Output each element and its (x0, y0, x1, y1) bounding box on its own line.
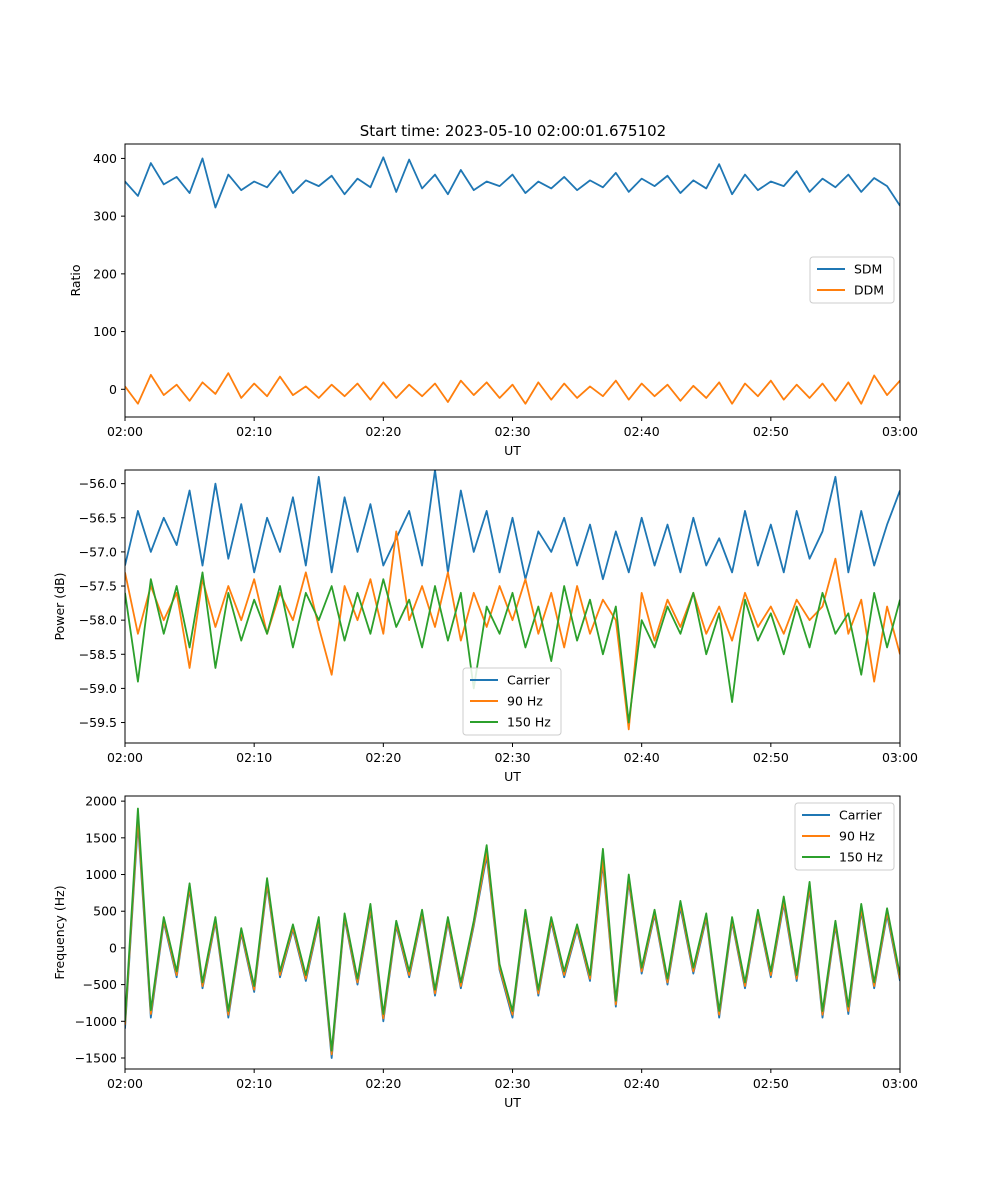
y-tick-label: 100 (93, 324, 117, 339)
x-axis-label: UT (504, 1095, 521, 1110)
y-tick-label: 0 (109, 940, 117, 955)
legend-label: 90 Hz (507, 694, 543, 709)
x-tick-label: 02:40 (624, 1076, 660, 1091)
y-tick-label: −56.5 (79, 510, 117, 525)
x-tick-label: 02:20 (365, 424, 401, 439)
series-line-ddm (125, 372, 900, 405)
y-tick-label: −57.0 (79, 544, 117, 559)
x-tick-label: 02:30 (494, 1076, 530, 1091)
y-tick-label: −58.5 (79, 647, 117, 662)
y-tick-label: −59.0 (79, 681, 117, 696)
x-tick-label: 02:10 (236, 750, 272, 765)
panel-1: 02:00 02:10 02:20 02:30 02:40 02:50 03:00 0 100 2… (68, 143, 918, 458)
y-tick-label: −57.5 (79, 579, 117, 594)
legend-label: DDM (854, 283, 884, 298)
series-line-150-hz (125, 807, 900, 1052)
legend: Carrier 90 Hz 150 Hz (794, 802, 895, 871)
x-tick-label: 02:20 (365, 1076, 401, 1091)
x-tick-label: 03:00 (882, 424, 918, 439)
x-tick-label: 03:00 (882, 1076, 918, 1091)
y-tick-label: 500 (93, 904, 117, 919)
y-tick-label: 300 (93, 209, 117, 224)
x-tick-label: 02:50 (753, 424, 789, 439)
panel-3: 02:00 02:10 02:20 02:30 02:40 02:50 03:00 −1500… (52, 794, 918, 1110)
legend-label: 90 Hz (839, 829, 875, 844)
y-tick-label: 0 (109, 382, 117, 397)
series-line-150-hz (125, 571, 900, 724)
legend-box (794, 802, 895, 871)
x-tick-label: 02:40 (624, 424, 660, 439)
x-axis-label: UT (504, 769, 521, 784)
series-line-90-hz (125, 816, 900, 1056)
y-tick-label: 1000 (85, 867, 117, 882)
series-line-90-hz (125, 530, 900, 731)
x-tick-label: 02:00 (107, 1076, 143, 1091)
x-tick-label: 02:00 (107, 424, 143, 439)
legend-box (462, 667, 562, 736)
y-tick-label: −59.5 (79, 715, 117, 730)
x-tick-label: 02:50 (753, 750, 789, 765)
series-line-carrier (125, 470, 900, 581)
x-tick-label: 02:20 (365, 750, 401, 765)
x-axis-label: UT (504, 443, 521, 458)
x-tick-label: 02:30 (494, 750, 530, 765)
y-tick-label: −500 (83, 977, 117, 992)
x-tick-label: 02:10 (236, 424, 272, 439)
x-tick-label: 03:00 (882, 750, 918, 765)
x-tick-label: 02:00 (107, 750, 143, 765)
series-line-sdm (125, 156, 900, 209)
panels: 02:00 02:10 02:20 02:30 02:40 02:50 03:00 0 100 2… (52, 143, 918, 1110)
figure-title: Start time: 2023-05-10 02:00:01.675102 (360, 122, 666, 140)
y-tick-label: 2000 (85, 794, 117, 809)
y-tick-label: −1500 (75, 1050, 117, 1065)
x-tick-label: 02:40 (624, 750, 660, 765)
legend-label: 150 Hz (507, 715, 551, 730)
y-tick-label: 400 (93, 151, 117, 166)
y-tick-label: 200 (93, 266, 117, 281)
y-axis-label: Power (dB) (52, 572, 67, 640)
panel-2: 02:00 02:10 02:20 02:30 02:40 02:50 03:00 −59.5… (52, 469, 918, 784)
y-tick-label: 1500 (85, 830, 117, 845)
legend-label: SDM (854, 262, 882, 277)
y-axis-label: Frequency (Hz) (52, 885, 67, 979)
y-tick-label: −58.0 (79, 613, 117, 628)
legend-label: Carrier (507, 673, 551, 688)
x-tick-label: 02:10 (236, 1076, 272, 1091)
y-tick-label: −1000 (75, 1014, 117, 1029)
x-tick-label: 02:30 (494, 424, 530, 439)
x-tick-label: 02:50 (753, 1076, 789, 1091)
legend-label: 150 Hz (839, 850, 883, 865)
legend-label: Carrier (839, 808, 883, 823)
legend: SDM DDM (809, 256, 895, 304)
y-axis-label: Ratio (68, 264, 83, 296)
series-line-carrier (125, 822, 900, 1059)
legend: Carrier 90 Hz 150 Hz (462, 667, 562, 736)
y-tick-label: −56.0 (79, 476, 117, 491)
